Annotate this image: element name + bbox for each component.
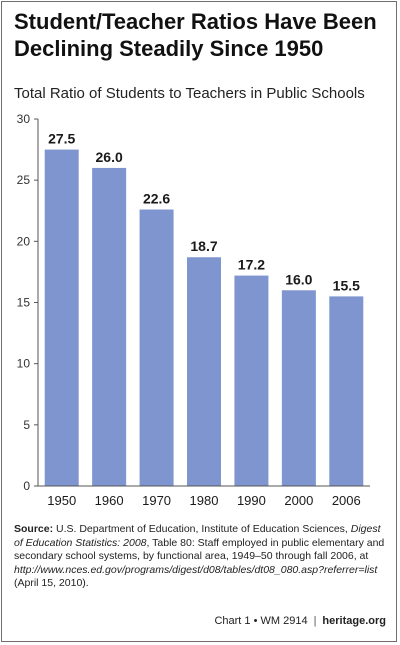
source-text-3: (April 15, 2010). [14,577,89,589]
bar [281,290,316,486]
chart-title: Student/Teacher Ratios Have Been Declini… [14,9,377,61]
bar [329,296,364,486]
bar-series: 27.5 26.0 22.6 18.7 17.2 16.0 15.5 [44,131,364,487]
x-tick-label: 1980 [190,493,219,508]
x-tick-label: 1990 [237,493,266,508]
bar [139,209,174,486]
y-tick-label: 20 [17,234,31,248]
bar-value-label: 26.0 [96,149,123,165]
y-tick-label: 30 [17,112,31,126]
chart-footer: Chart 1 • WM 2914 | heritage.org [214,615,386,627]
bar-chart: 0 5 10 15 20 25 30 27.5 26.0 22.6 18.7 17.2 16.0 15.… [17,112,370,508]
y-tick-label: 0 [23,479,30,493]
bar [44,149,79,487]
chart-subtitle: Total Ratio of Students to Teachers in P… [14,85,365,102]
bar-value-label: 15.5 [333,277,360,293]
y-axis: 0 5 10 15 20 25 30 [17,112,39,493]
y-tick-label: 15 [17,296,31,310]
bar [234,275,269,486]
bar-value-label: 16.0 [285,271,312,287]
y-tick-label: 25 [17,173,31,187]
bar [187,257,221,486]
x-tick-label: 1970 [142,493,171,508]
bar-value-label: 18.7 [190,238,217,254]
chart-id: Chart 1 • WM 2914 [214,615,308,627]
bar-value-label: 27.5 [48,131,75,147]
x-tick-label: 1960 [95,493,124,508]
source-label: Source: [14,523,54,535]
y-tick-label: 5 [23,418,30,432]
source-text-2: , Table 80: Staff employed in public ele… [14,536,385,563]
y-tick-label: 10 [17,357,31,371]
x-axis: 1950 1960 1970 1980 1990 2000 2006 [38,485,370,508]
source-text-1: U.S. Department of Education, Institute … [53,523,351,535]
bar-value-label: 17.2 [238,257,265,273]
source-publication: Digest of Education Statistics: 2008 [14,523,381,549]
bar [92,167,127,486]
x-tick-label: 1950 [47,493,76,508]
x-tick-label: 2000 [284,493,313,508]
bar-value-label: 22.6 [143,191,170,207]
x-tick-label: 2006 [332,493,361,508]
source-url: http://www.nces.ed.gov/programs/digest/d… [14,563,378,576]
source-note: Source: U.S. Department of Education, In… [14,523,386,591]
footer-separator: | [313,615,317,627]
brand-name: heritage.org [322,615,386,627]
